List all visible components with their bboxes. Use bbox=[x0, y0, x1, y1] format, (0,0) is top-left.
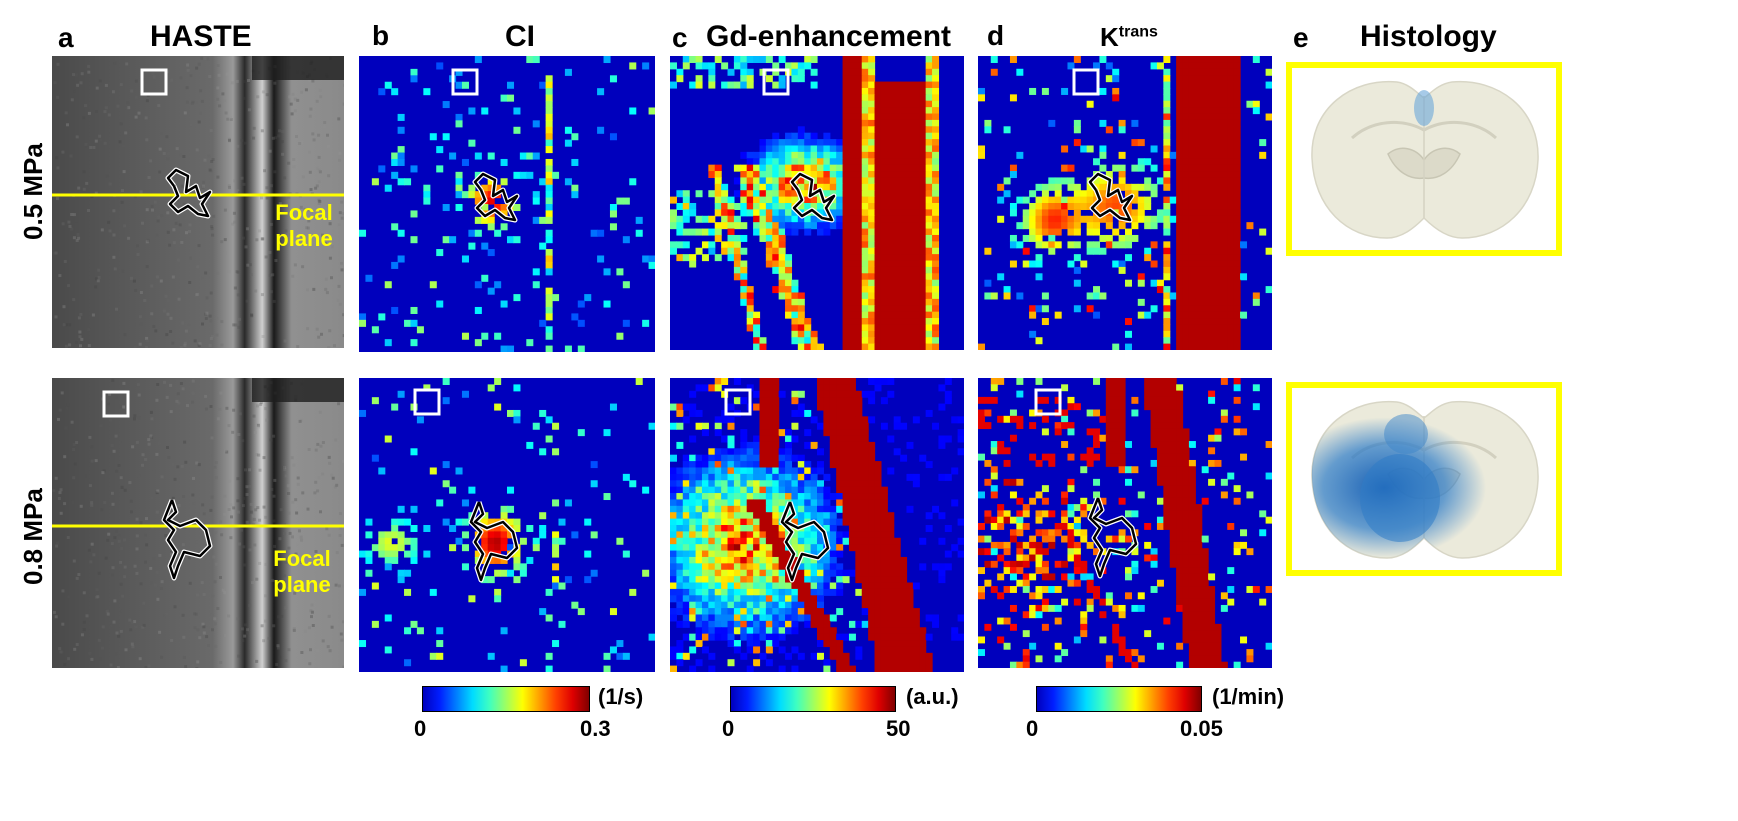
colorbar-gd-min: 0 bbox=[722, 716, 735, 741]
focal-plane-word2: plane bbox=[273, 572, 331, 597]
colorbar-gd bbox=[730, 686, 896, 712]
panel-title-haste: HASTE bbox=[150, 20, 252, 53]
panel-title-histology: Histology bbox=[1360, 20, 1497, 53]
ktrans-map-0-8 bbox=[978, 378, 1272, 668]
ci-map-0-8 bbox=[359, 378, 655, 672]
colorbar-ktrans-unit: (1/min) bbox=[1212, 684, 1285, 709]
ktrans-map-0-5 bbox=[978, 56, 1272, 350]
focal-plane-label-0-8: Focal plane bbox=[262, 546, 342, 598]
panel-letter-d: d bbox=[987, 20, 1005, 51]
panel-title-ktrans-sup: trans bbox=[1118, 23, 1158, 41]
ci-map-0-5 bbox=[359, 56, 655, 352]
focal-plane-word2: plane bbox=[275, 226, 333, 251]
colorbar-ci-max: 0.3 bbox=[580, 716, 611, 741]
colorbar-ktrans bbox=[1036, 686, 1202, 712]
colorbar-ktrans-max: 0.05 bbox=[1180, 716, 1223, 741]
gd-map-0-8 bbox=[670, 378, 964, 672]
histology-image-0-5 bbox=[1286, 62, 1562, 256]
panel-title-ktrans: Ktrans bbox=[1100, 22, 1158, 53]
haste-image-0-8 bbox=[52, 378, 344, 668]
colorbar-gd-max: 50 bbox=[886, 716, 911, 741]
gd-map-0-5 bbox=[670, 56, 964, 350]
colorbar-ci bbox=[422, 686, 590, 712]
row-label-0-8-mpa: 0.8 MPa bbox=[18, 488, 48, 585]
panel-title-gd-enhancement: Gd-enhancement bbox=[706, 20, 952, 53]
row-label-0-5-mpa: 0.5 MPa bbox=[18, 143, 48, 240]
colorbar-ci-min: 0 bbox=[414, 716, 427, 741]
panel-letter-e: e bbox=[1293, 22, 1309, 53]
focal-plane-label-0-5: Focal plane bbox=[264, 200, 344, 252]
colorbar-ktrans-min: 0 bbox=[1026, 716, 1039, 741]
colorbar-gd-unit: (a.u.) bbox=[906, 684, 959, 709]
panel-letter-c: c bbox=[672, 22, 688, 53]
panel-title-ktrans-base: K bbox=[1100, 22, 1119, 52]
haste-image-0-5 bbox=[52, 56, 344, 348]
focal-plane-word1: Focal bbox=[273, 546, 331, 571]
colorbar-ci-unit: (1/s) bbox=[598, 684, 644, 709]
panel-letter-a: a bbox=[58, 22, 74, 53]
panel-title-ci: CI bbox=[505, 20, 535, 53]
histology-image-0-8 bbox=[1286, 382, 1562, 576]
panel-letter-b: b bbox=[372, 20, 390, 51]
focal-plane-word1: Focal bbox=[275, 200, 333, 225]
